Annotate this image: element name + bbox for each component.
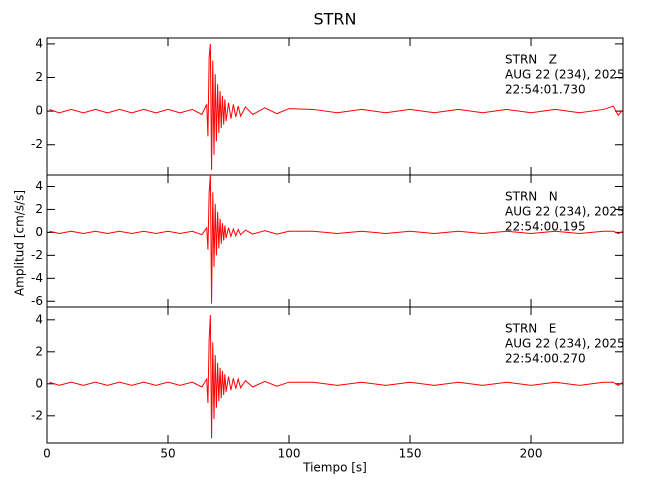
annotation: AUG 22 (234), 2025 (505, 337, 625, 351)
y-tick-label: -6 (31, 294, 43, 308)
chart-title: STRN (313, 10, 356, 29)
waveform (49, 314, 624, 439)
x-tick-label: 0 (43, 447, 51, 461)
annotation: AUG 22 (234), 2025 (505, 68, 625, 82)
y-tick-label: 2 (35, 70, 43, 84)
annotation: 22:54:01.730 (505, 83, 586, 97)
annotation: 22:54:00.195 (505, 220, 586, 234)
annotation: 22:54:00.270 (505, 352, 586, 366)
y-tick-label: 0 (35, 376, 43, 390)
annotation: STRN E (505, 322, 556, 336)
y-tick-label: -2 (31, 408, 43, 422)
y-tick-label: -2 (31, 248, 43, 262)
y-tick-label: 0 (35, 104, 43, 118)
y-tick-label: 2 (35, 344, 43, 358)
waveform (49, 43, 624, 170)
annotation: AUG 22 (234), 2025 (505, 205, 625, 219)
x-tick-label: 50 (160, 447, 175, 461)
y-tick-label: -4 (31, 271, 43, 285)
y-tick-label: 4 (35, 312, 43, 326)
y-tick-label: 4 (35, 36, 43, 50)
waveform (49, 174, 624, 304)
y-tick-label: -2 (31, 137, 43, 151)
annotation: STRN N (505, 190, 558, 204)
x-tick-label: 100 (278, 447, 301, 461)
y-axis-label: Amplitud [cm/s/s] (13, 190, 27, 296)
x-tick-label: 150 (399, 447, 422, 461)
y-tick-label: 4 (35, 179, 43, 193)
y-tick-label: 0 (35, 225, 43, 239)
y-tick-label: 2 (35, 202, 43, 216)
x-tick-label: 200 (520, 447, 543, 461)
x-axis-label: Tiempo [s] (302, 461, 367, 475)
annotation: STRN Z (505, 53, 557, 67)
plot-frame (46, 306, 624, 444)
